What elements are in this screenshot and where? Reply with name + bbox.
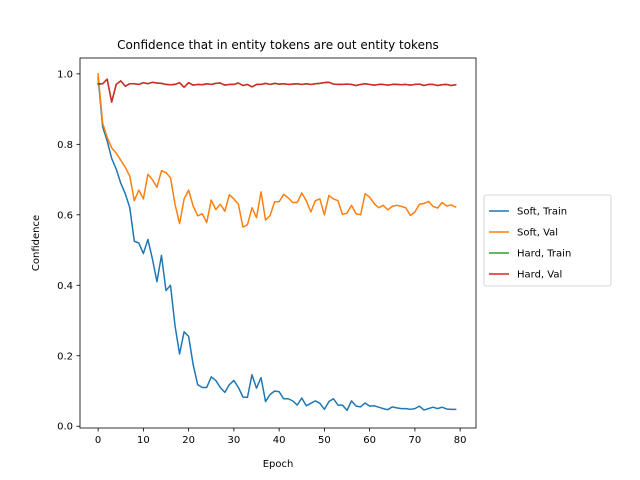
plot-frame bbox=[79, 57, 477, 429]
y-axis: 0.0 0.2 0.4 0.6 0.8 1.0 bbox=[57, 69, 80, 433]
x-axis: 0 10 20 30 40 50 60 70 80 bbox=[95, 428, 467, 446]
series-line-1 bbox=[97, 73, 457, 228]
y-axis-label: Confidence bbox=[31, 215, 42, 271]
x-tick-label: 40 bbox=[273, 435, 286, 446]
y-tick-label: 0.0 bbox=[57, 422, 73, 433]
legend-box bbox=[483, 194, 612, 287]
series-layer bbox=[97, 73, 457, 412]
x-tick-label: 20 bbox=[182, 435, 195, 446]
x-tick-label: 50 bbox=[318, 435, 331, 446]
legend-label-2: Hard, Train bbox=[517, 249, 571, 260]
legend-label-3: Hard, Val bbox=[517, 270, 562, 281]
x-axis-label: Epoch bbox=[263, 459, 294, 470]
x-tick-label: 30 bbox=[228, 435, 241, 446]
legend-label-0: Soft, Train bbox=[517, 207, 567, 218]
x-tick-label: 60 bbox=[363, 435, 376, 446]
y-tick-label: 0.4 bbox=[57, 281, 73, 292]
x-tick-label: 0 bbox=[95, 435, 101, 446]
y-tick-label: 0.2 bbox=[57, 351, 73, 362]
x-tick-label: 10 bbox=[137, 435, 150, 446]
chart-title: Confidence that in entity tokens are out… bbox=[117, 38, 439, 52]
y-tick-label: 1.0 bbox=[57, 69, 73, 80]
x-tick-label: 70 bbox=[409, 435, 422, 446]
series-line-3 bbox=[97, 78, 457, 103]
y-tick-label: 0.6 bbox=[57, 210, 73, 221]
legend: Soft, Train Soft, Val Hard, Train Hard, Val bbox=[483, 194, 612, 287]
legend-label-1: Soft, Val bbox=[517, 228, 558, 239]
series-line-0 bbox=[97, 76, 457, 412]
y-tick-label: 0.8 bbox=[57, 140, 73, 151]
x-tick-label: 80 bbox=[454, 435, 467, 446]
